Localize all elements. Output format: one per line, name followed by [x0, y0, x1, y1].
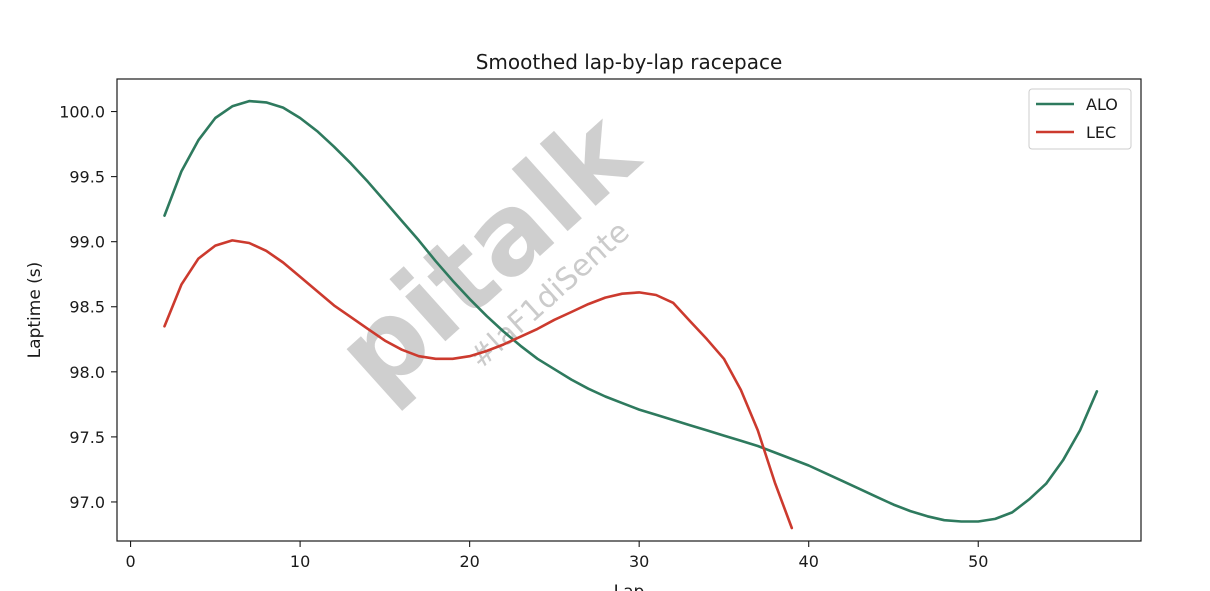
x-tick-label: 20: [459, 552, 479, 571]
series-lines: [163, 99, 1099, 530]
x-tick-label: 10: [290, 552, 310, 571]
x-axis-ticks: 0 10 20 30 40 50: [125, 541, 988, 571]
y-tick-label: 97.5: [69, 428, 105, 447]
y-tick-label: 100.0: [59, 103, 105, 122]
x-tick-label: 50: [968, 552, 988, 571]
x-tick-label: 0: [125, 552, 135, 571]
x-axis-title: Lap: [614, 582, 645, 591]
y-axis-ticks: 97.0 97.5 98.0 98.5 99.0 99.5 100.0: [59, 103, 117, 512]
watermark: pitalk #laF1diSente: [312, 85, 663, 419]
y-tick-label: 98.0: [69, 363, 105, 382]
y-tick-label: 97.0: [69, 493, 105, 512]
y-tick-label: 98.5: [69, 298, 105, 317]
legend-label-alo: ALO: [1086, 95, 1118, 114]
series-line-lec: [163, 239, 794, 530]
x-tick-label: 40: [799, 552, 819, 571]
y-axis-title: Laptime (s): [25, 262, 45, 359]
y-tick-label: 99.0: [69, 233, 105, 252]
plot-area-frame: [116, 78, 1142, 542]
legend-label-lec: LEC: [1086, 123, 1116, 142]
x-tick-label: 30: [629, 552, 649, 571]
y-tick-label: 99.5: [69, 168, 105, 187]
legend: ALO LEC: [1028, 88, 1132, 150]
chart-title: Smoothed lap-by-lap racepace: [476, 50, 783, 74]
series-line-alo: [163, 99, 1099, 523]
